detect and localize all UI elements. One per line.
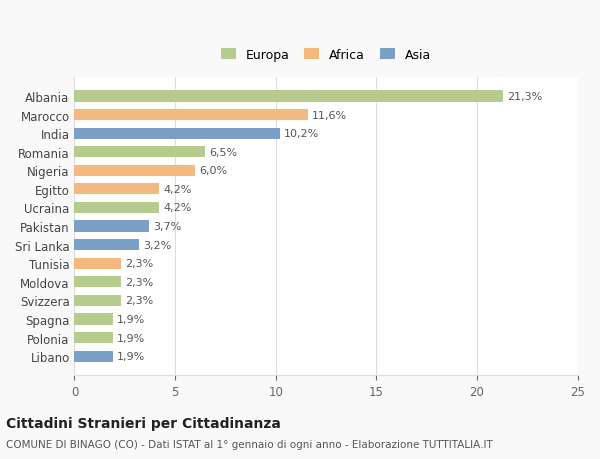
Bar: [74, 295, 121, 306]
Bar: [74, 91, 503, 102]
Text: 1,9%: 1,9%: [117, 333, 145, 343]
Bar: [74, 351, 113, 362]
Bar: [74, 184, 159, 195]
Bar: [74, 313, 113, 325]
Text: 6,5%: 6,5%: [209, 147, 238, 157]
Text: Cittadini Stranieri per Cittadinanza: Cittadini Stranieri per Cittadinanza: [6, 416, 281, 430]
Text: 1,9%: 1,9%: [117, 314, 145, 324]
Text: 3,2%: 3,2%: [143, 240, 171, 250]
Text: 21,3%: 21,3%: [507, 92, 542, 102]
Legend: Europa, Africa, Asia: Europa, Africa, Asia: [217, 45, 435, 66]
Text: 2,3%: 2,3%: [125, 258, 153, 269]
Bar: [74, 202, 159, 213]
Text: 2,3%: 2,3%: [125, 277, 153, 287]
Text: 10,2%: 10,2%: [284, 129, 319, 139]
Bar: [74, 277, 121, 288]
Bar: [74, 258, 121, 269]
Text: 4,2%: 4,2%: [163, 185, 191, 195]
Text: COMUNE DI BINAGO (CO) - Dati ISTAT al 1° gennaio di ogni anno - Elaborazione TUT: COMUNE DI BINAGO (CO) - Dati ISTAT al 1°…: [6, 440, 493, 449]
Text: 1,9%: 1,9%: [117, 352, 145, 361]
Text: 4,2%: 4,2%: [163, 203, 191, 213]
Bar: [74, 240, 139, 251]
Text: 2,3%: 2,3%: [125, 296, 153, 306]
Text: 6,0%: 6,0%: [199, 166, 227, 176]
Bar: [74, 147, 205, 158]
Text: 11,6%: 11,6%: [312, 110, 347, 120]
Bar: [74, 332, 113, 343]
Bar: [74, 110, 308, 121]
Bar: [74, 128, 280, 140]
Text: 3,7%: 3,7%: [153, 222, 181, 231]
Bar: [74, 221, 149, 232]
Bar: [74, 165, 195, 176]
